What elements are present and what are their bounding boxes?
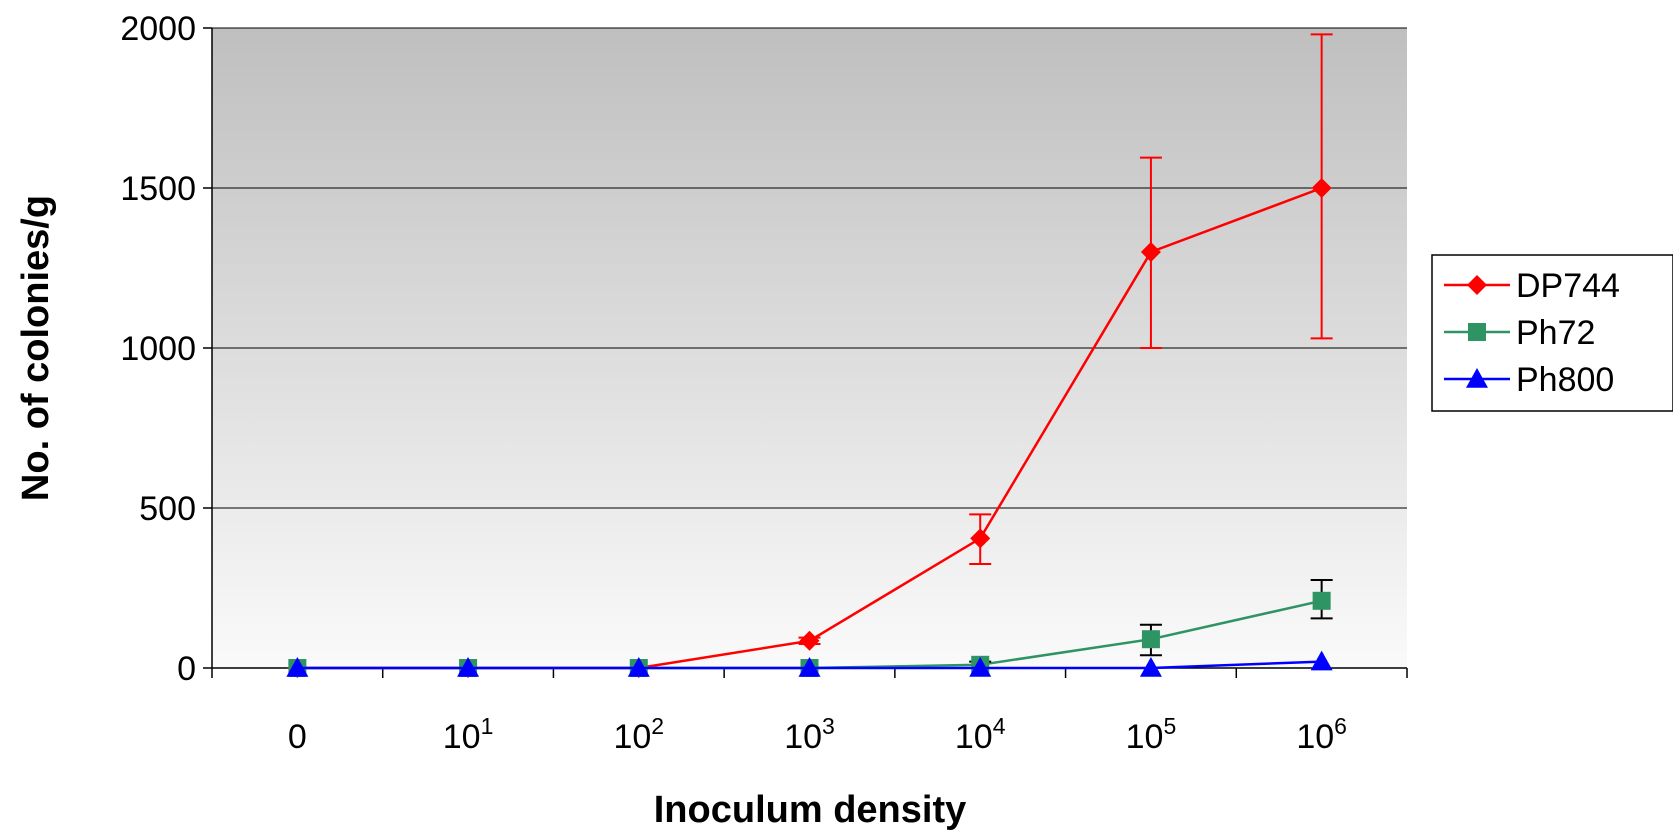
series-layer [286,33,1333,678]
x-tick-label: 105 [1126,713,1177,756]
y-tick-label: 2000 [120,10,196,48]
x-tick-label-exponent: 2 [651,713,664,739]
x-tick-label-base: 10 [443,718,481,756]
x-tick-label-base: 0 [288,718,307,756]
x-tick-label-base: 10 [613,718,651,756]
data-point [798,657,821,677]
data-point [627,657,650,677]
data-point [969,657,992,677]
x-tick-label-base: 10 [955,718,993,756]
x-tick-label-exponent: 1 [481,713,494,739]
data-point [1140,242,1161,262]
data-point [1310,650,1333,671]
x-tick-labels: 0 101 102 103 104 105 106 [288,713,1347,756]
x-tick-label-base: 10 [1126,718,1164,756]
legend: DP744 Ph72 Ph800 [1431,254,1673,412]
data-point [1139,657,1162,677]
grid-lines [212,27,1407,509]
x-tick-label: 0 [288,718,307,756]
legend-marker [1468,323,1486,341]
x-tick-label: 104 [955,713,1006,756]
data-point [970,528,991,549]
y-tick-label: 1500 [120,170,196,208]
x-tick-label: 102 [613,713,664,756]
legend-item-Ph72: Ph72 [1444,314,1595,352]
x-tick-label: 103 [784,713,835,756]
legend-item-Ph800: Ph800 [1444,361,1614,399]
y-axis-title: No. of colonies/g [15,195,57,501]
x-tick-label: 101 [443,713,494,756]
legend-label: Ph800 [1516,361,1614,399]
x-tick-label-base: 10 [784,718,822,756]
data-point [1141,630,1160,649]
y-tick-label: 0 [177,650,196,688]
x-tick-label-exponent: 4 [993,713,1006,739]
x-tick-label: 106 [1296,713,1347,756]
x-tick-label-exponent: 5 [1163,713,1176,739]
data-point [799,630,820,651]
data-point [1311,178,1332,198]
legend-item-DP744: DP744 [1444,267,1620,305]
data-point [1312,591,1331,610]
x-tick-label-base: 10 [1296,718,1334,756]
legend-marker [1466,368,1488,388]
legend-label: DP744 [1516,267,1620,305]
legend-label: Ph72 [1516,314,1595,352]
legend-marker [1467,275,1487,295]
x-axis-title: Inoculum density [654,789,966,831]
data-point [457,657,480,677]
y-tick-labels: 0 500 1000 1500 2000 [120,10,196,688]
x-tick-label-exponent: 3 [822,713,835,739]
series-Ph800 [286,650,1333,677]
y-tick-label: 1000 [120,330,196,368]
data-point [286,657,309,677]
y-tick-label: 500 [139,490,196,528]
x-tick-label-exponent: 6 [1334,713,1347,739]
